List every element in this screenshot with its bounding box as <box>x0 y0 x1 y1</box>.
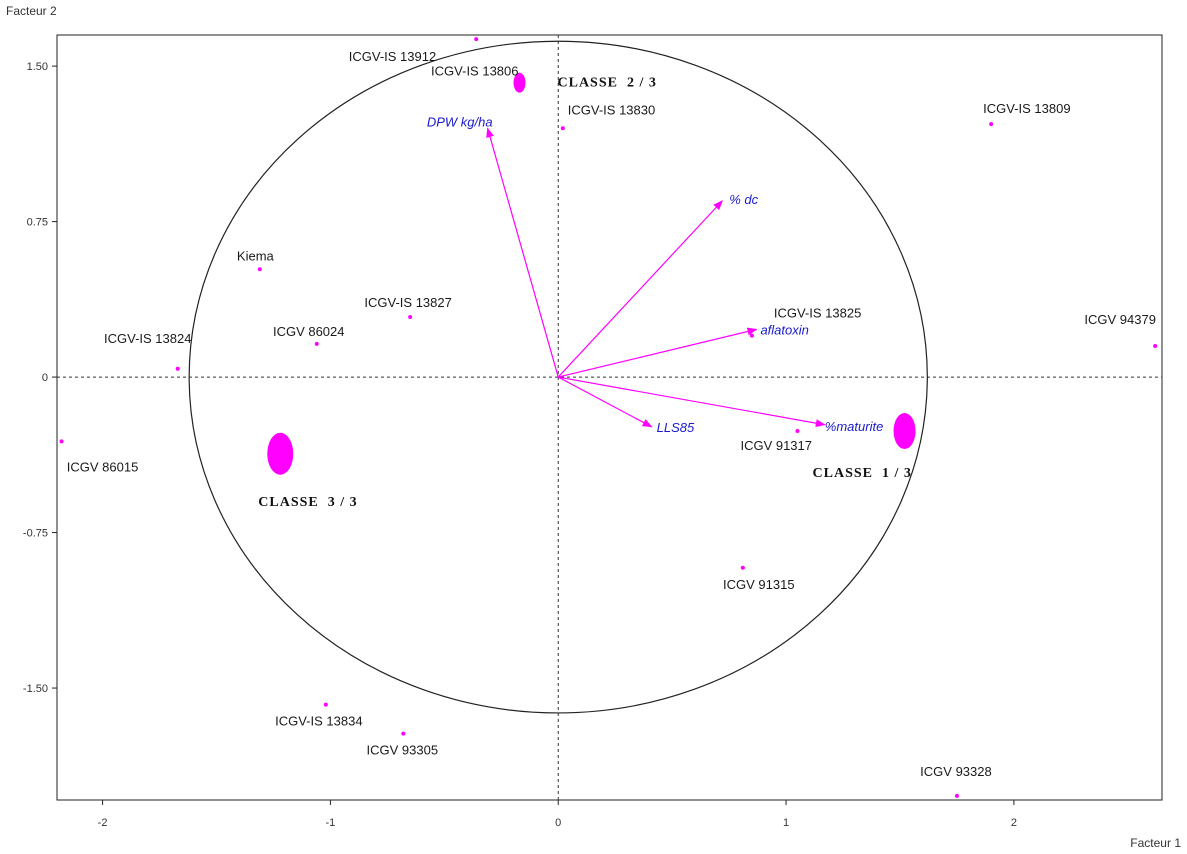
x-axis-title: Facteur 1 <box>1130 836 1181 850</box>
observation-point <box>560 126 565 131</box>
class-centroid <box>893 412 916 449</box>
y-tick-label: -1.50 <box>23 683 48 695</box>
y-tick-label: 0.75 <box>27 217 48 229</box>
variable-label: LLS85 <box>657 420 695 435</box>
observation-point <box>740 565 745 570</box>
observation-point <box>517 80 522 85</box>
observation-point <box>989 122 994 127</box>
x-tick-label: 1 <box>783 817 789 829</box>
class-label: CLASSE 2 / 3 <box>558 76 657 91</box>
x-tick-label: 2 <box>1011 817 1017 829</box>
y-tick-label: 1.50 <box>27 61 48 73</box>
observation-point <box>749 333 754 338</box>
y-tick-label: -0.75 <box>23 528 48 540</box>
observation-label: ICGV 86015 <box>67 459 139 474</box>
observation-point <box>314 341 319 346</box>
observation-label: ICGV-IS 13806 <box>431 64 518 79</box>
observation-label: ICGV-IS 13827 <box>364 295 451 310</box>
observation-point <box>175 366 180 371</box>
observation-label: ICGV 86024 <box>273 324 345 339</box>
variable-arrow <box>557 200 723 378</box>
observation-point <box>323 702 328 707</box>
observation-point <box>59 439 64 444</box>
observation-label: ICGV 93328 <box>920 764 992 779</box>
variable-arrow <box>558 376 826 428</box>
observation-label: Kiema <box>237 248 275 263</box>
variable-arrow <box>486 127 559 378</box>
variable-label: % dc <box>729 192 758 207</box>
x-tick-label: 0 <box>555 817 561 829</box>
observation-point <box>401 731 406 736</box>
variable-arrow <box>558 327 758 378</box>
observation-label: ICGV-IS 13912 <box>349 49 436 64</box>
observation-label: ICGV 91315 <box>723 577 795 592</box>
plot-frame <box>56 34 1163 801</box>
x-tick-label: -2 <box>98 817 108 829</box>
observation-point <box>474 37 479 42</box>
y-axis-title: Facteur 2 <box>6 4 57 18</box>
observation-point <box>954 793 959 798</box>
variable-label: DPW kg/ha <box>427 114 493 129</box>
class-label: CLASSE 1 / 3 <box>813 466 912 481</box>
correlation-circle <box>188 40 928 714</box>
observation-label: ICGV-IS 13809 <box>983 101 1070 116</box>
observation-point <box>795 428 800 433</box>
class-centroid <box>267 432 294 475</box>
variable-arrow <box>557 376 653 428</box>
observation-label: ICGV-IS 13824 <box>104 331 191 346</box>
variable-label: %maturite <box>825 419 884 434</box>
x-tick-label: -1 <box>326 817 336 829</box>
observation-label: ICGV-IS 13825 <box>774 306 861 321</box>
observation-point <box>257 267 262 272</box>
observation-label: ICGV 94379 <box>1084 312 1156 327</box>
variable-label: aflatoxin <box>760 322 808 337</box>
observation-label: ICGV-IS 13834 <box>275 714 362 729</box>
observation-point <box>1153 343 1158 348</box>
observation-point <box>408 314 413 319</box>
observation-label: ICGV 91317 <box>740 438 812 453</box>
observation-label: ICGV-IS 13830 <box>568 102 655 117</box>
y-tick-label: 0 <box>42 372 48 384</box>
observation-label: ICGV 93305 <box>367 743 439 758</box>
class-label: CLASSE 3 / 3 <box>258 495 357 510</box>
